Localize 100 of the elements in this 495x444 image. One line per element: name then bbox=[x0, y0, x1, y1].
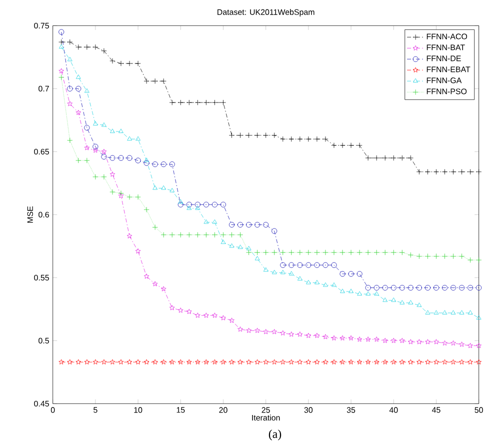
point bbox=[212, 232, 218, 238]
point bbox=[126, 194, 132, 200]
point bbox=[92, 44, 98, 50]
point bbox=[365, 284, 371, 291]
point bbox=[118, 190, 124, 196]
point bbox=[374, 336, 380, 342]
point bbox=[263, 222, 269, 228]
point bbox=[382, 155, 388, 161]
point bbox=[288, 271, 294, 276]
point bbox=[365, 250, 371, 256]
point bbox=[433, 169, 440, 175]
point bbox=[306, 332, 312, 338]
point bbox=[110, 172, 116, 177]
point bbox=[476, 284, 482, 291]
point bbox=[434, 310, 439, 314]
point bbox=[424, 169, 431, 175]
point bbox=[101, 174, 107, 180]
point bbox=[399, 155, 405, 161]
point bbox=[322, 262, 328, 268]
point bbox=[356, 359, 362, 364]
point bbox=[391, 298, 396, 302]
point bbox=[169, 161, 175, 168]
point bbox=[76, 359, 82, 364]
point bbox=[58, 29, 64, 35]
point bbox=[434, 359, 439, 364]
point bbox=[92, 174, 98, 180]
point bbox=[374, 359, 380, 364]
point bbox=[110, 58, 116, 64]
point bbox=[288, 332, 294, 337]
point bbox=[288, 262, 294, 268]
point bbox=[220, 359, 226, 364]
point bbox=[314, 250, 320, 256]
point bbox=[178, 359, 184, 364]
point bbox=[254, 222, 260, 228]
point bbox=[323, 282, 328, 287]
point bbox=[442, 310, 448, 314]
point bbox=[220, 315, 226, 320]
point bbox=[297, 262, 303, 268]
point bbox=[254, 132, 260, 138]
point bbox=[365, 155, 371, 161]
point bbox=[101, 148, 107, 154]
point bbox=[110, 359, 116, 364]
point bbox=[450, 284, 456, 291]
point bbox=[160, 78, 166, 84]
point bbox=[408, 252, 414, 258]
point bbox=[416, 284, 422, 291]
point bbox=[160, 232, 166, 238]
point bbox=[110, 128, 115, 133]
point bbox=[84, 44, 90, 50]
point bbox=[272, 132, 278, 138]
point bbox=[126, 233, 132, 238]
point bbox=[229, 243, 234, 248]
point bbox=[212, 219, 218, 224]
point bbox=[348, 335, 354, 340]
point bbox=[390, 250, 396, 256]
point bbox=[203, 202, 209, 208]
point bbox=[178, 308, 184, 313]
point bbox=[135, 248, 141, 254]
point bbox=[424, 284, 431, 291]
point bbox=[433, 253, 440, 260]
point bbox=[229, 318, 234, 323]
point bbox=[416, 253, 422, 260]
point bbox=[76, 158, 82, 164]
point bbox=[118, 192, 124, 198]
point bbox=[101, 48, 107, 54]
point bbox=[272, 228, 278, 234]
point bbox=[356, 250, 362, 256]
point bbox=[365, 336, 371, 342]
point bbox=[203, 100, 209, 106]
point bbox=[118, 359, 124, 364]
point bbox=[348, 359, 354, 364]
point bbox=[424, 253, 431, 260]
point bbox=[272, 270, 277, 274]
point bbox=[186, 359, 192, 364]
point bbox=[160, 286, 166, 292]
point bbox=[101, 359, 107, 364]
point bbox=[468, 359, 473, 364]
point bbox=[254, 256, 260, 260]
point bbox=[306, 262, 312, 268]
point bbox=[152, 224, 158, 230]
point bbox=[152, 78, 158, 84]
point bbox=[144, 206, 150, 212]
point bbox=[280, 136, 286, 142]
point bbox=[306, 250, 312, 256]
point bbox=[297, 250, 303, 256]
point bbox=[254, 359, 260, 364]
point bbox=[374, 155, 380, 161]
point bbox=[374, 284, 380, 291]
point bbox=[169, 100, 175, 106]
point bbox=[331, 142, 337, 148]
point bbox=[416, 339, 422, 344]
point bbox=[272, 329, 278, 334]
point bbox=[246, 359, 252, 364]
point bbox=[238, 326, 243, 332]
point bbox=[433, 284, 440, 291]
point bbox=[212, 312, 218, 318]
point bbox=[194, 232, 200, 238]
point bbox=[382, 338, 388, 343]
point bbox=[400, 300, 405, 304]
point bbox=[468, 342, 473, 348]
